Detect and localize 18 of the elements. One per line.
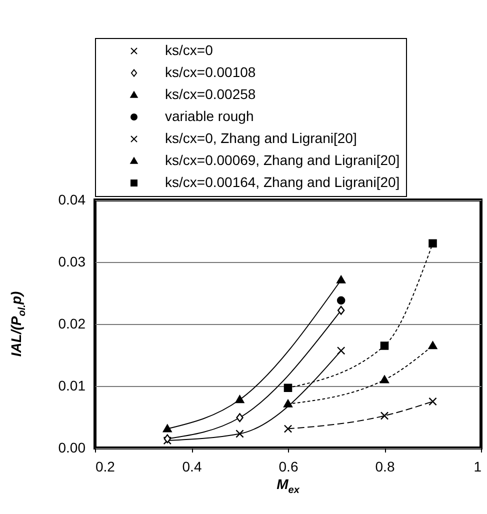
y-tick-label: 0.00 — [58, 440, 86, 456]
legend-label: ks/cx=0.00164, Zhang and Ligrani[20] — [165, 174, 400, 190]
legend-label: ks/cx=0.00069, Zhang and Ligrani[20] — [165, 152, 400, 168]
x-tick-label: 0.6 — [278, 458, 298, 474]
legend-label: ks/cx=0.00258 — [165, 86, 256, 102]
x-tick-label: 1 — [474, 458, 482, 474]
legend-label: variable rough — [165, 108, 254, 124]
y-tick-label: 0.03 — [58, 254, 86, 270]
legend-label: ks/cx=0, Zhang and Ligrani[20] — [165, 130, 357, 146]
x-tick-label: 0.4 — [182, 458, 202, 474]
legend-label: ks/cx=0 — [165, 42, 214, 58]
x-tick-label: 0.8 — [375, 458, 395, 474]
y-tick-label: 0.01 — [58, 378, 86, 394]
legend-label: ks/cx=0.00108 — [165, 64, 256, 80]
x-tick-label: 0.2 — [96, 458, 116, 474]
y-tick-label: 0.02 — [58, 316, 86, 332]
x-axis-title: M$_{ex}$ — [276, 476, 300, 496]
y-tick-label: 0.04 — [58, 192, 86, 208]
